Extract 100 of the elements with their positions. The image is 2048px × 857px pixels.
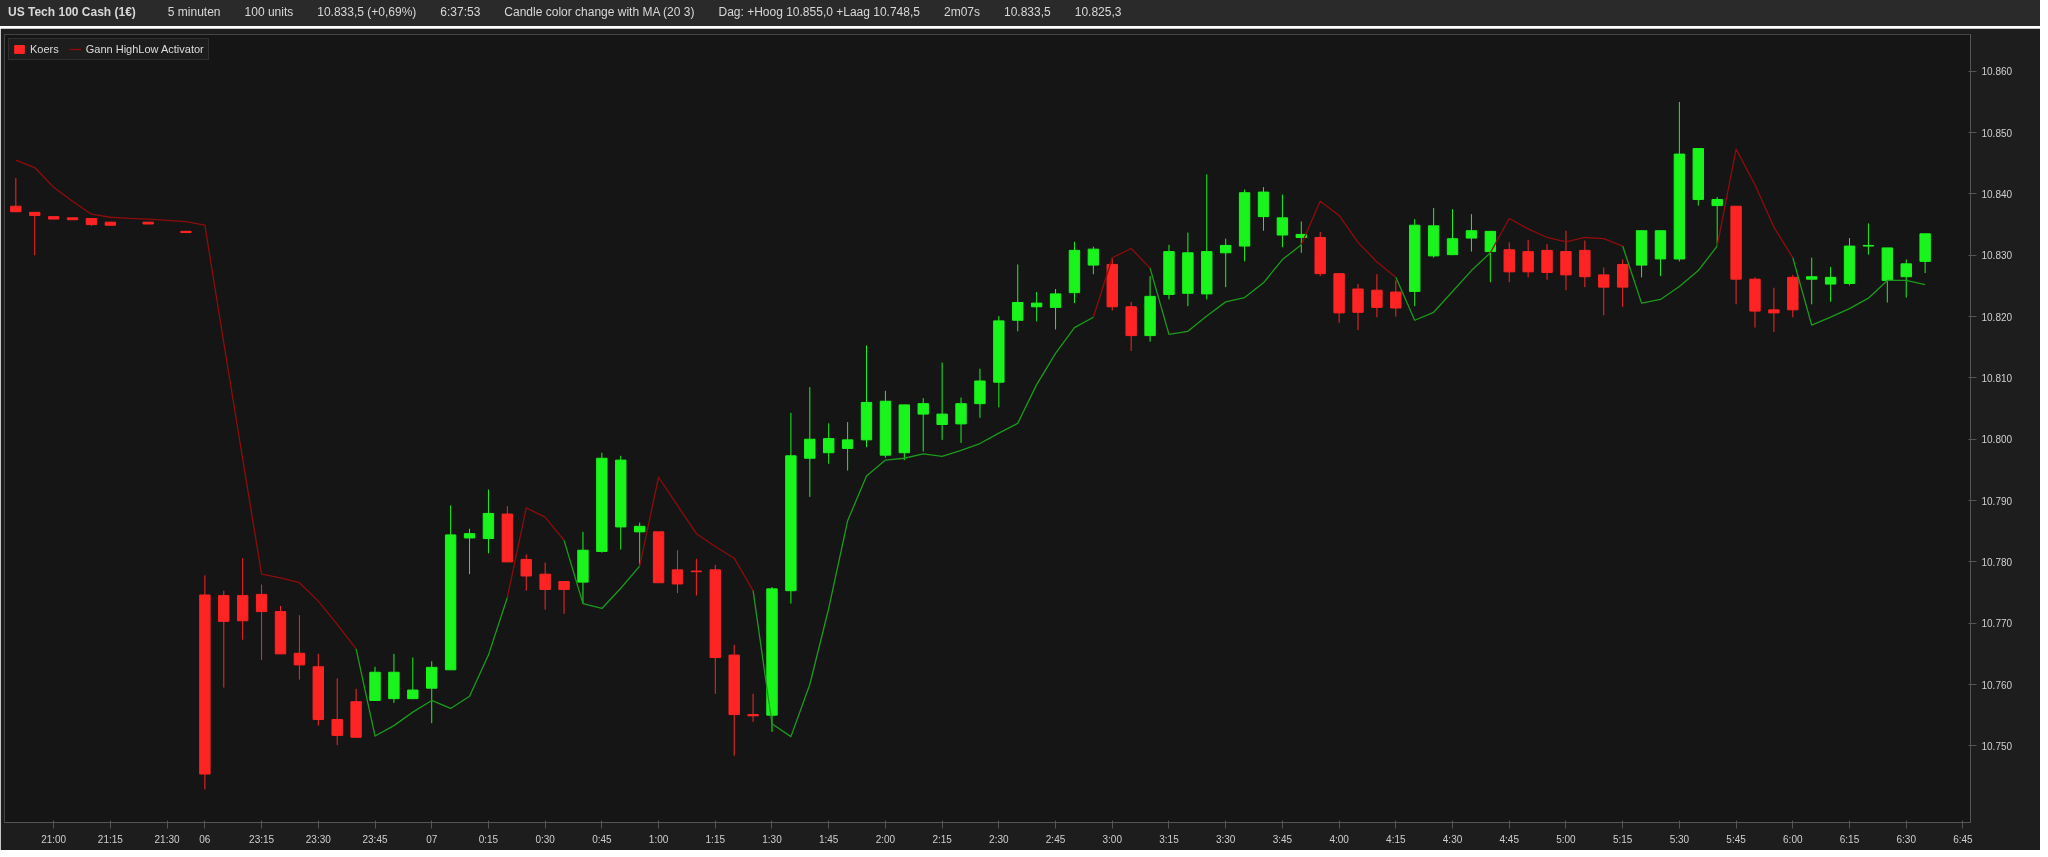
candlestick <box>1465 213 1478 253</box>
candlestick <box>1390 279 1402 318</box>
candlestick <box>1522 239 1534 278</box>
candlestick <box>255 584 268 661</box>
candlestick <box>936 362 948 441</box>
candlestick <box>955 397 967 444</box>
x-tick-label: 4:30 <box>1442 833 1463 845</box>
x-tick-label: 0:15 <box>478 833 499 845</box>
x-tick-label: 21:15 <box>97 833 124 845</box>
candlestick <box>331 677 343 746</box>
candlestick <box>426 660 438 724</box>
text: Dag: +Hoog 10.855,0 +Laag 10.748,5 <box>718 4 920 22</box>
x-tick-label: 3:00 <box>1102 833 1123 845</box>
candlestick <box>823 422 835 465</box>
candlestick <box>1012 263 1024 332</box>
candlestick <box>1806 257 1818 305</box>
candlestick <box>671 549 684 594</box>
y-tick-label: 10.840 <box>1981 188 2013 200</box>
chart-title: US Tech 100 Cash (1€) <box>8 4 136 22</box>
candlestick <box>1541 243 1553 281</box>
candlestick <box>1371 273 1383 318</box>
y-tick-label: 10.830 <box>1981 250 2013 262</box>
y-tick-label: 10.770 <box>1981 618 2013 630</box>
x-tick-label: 3:45 <box>1272 833 1293 845</box>
x-tick-label: 2:00 <box>875 833 896 845</box>
y-tick-label: 10.850 <box>1981 127 2013 139</box>
x-tick-label: 06 <box>199 833 211 845</box>
candlestick <box>463 528 476 575</box>
x-tick-label: 5:00 <box>1556 833 1577 845</box>
candlestick <box>841 421 854 472</box>
candlestick <box>690 558 703 597</box>
candlestick <box>1087 246 1100 275</box>
text: 10.825,3 <box>1074 4 1122 22</box>
x-tick-label: 23:45 <box>362 833 388 845</box>
y-tick-label: 10.820 <box>1981 311 2013 323</box>
text: 10.833,5 (+0,69%) <box>317 4 417 22</box>
x-tick-label: 21:00 <box>41 833 67 845</box>
text: 6:37:53 <box>440 4 481 22</box>
candlestick <box>804 386 816 498</box>
y-tick-label: 10.750 <box>1981 740 2013 752</box>
x-tick-label: 2:15 <box>932 833 953 845</box>
x-tick-label: 6:00 <box>1783 833 1803 845</box>
candlestick <box>1295 221 1307 254</box>
candlestick <box>29 211 41 256</box>
candlestick <box>1900 259 1912 299</box>
candlestick <box>520 554 532 592</box>
x-tick-label: 1:15 <box>705 833 726 845</box>
candlestick <box>1276 194 1289 248</box>
x-tick-label: 4:15 <box>1386 833 1406 845</box>
legend-label: Gann HighLow Activator <box>85 43 204 55</box>
candlestick <box>1503 241 1515 283</box>
x-tick-label: 1:00 <box>648 833 669 845</box>
x-tick-label: 07 <box>426 833 438 845</box>
x-tick-label: 4:45 <box>1499 833 1520 845</box>
x-tick-label: 1:30 <box>762 833 783 845</box>
x-tick-label: 23:15 <box>249 833 275 845</box>
x-tick-label: 2:45 <box>1045 833 1066 845</box>
candlestick <box>1352 283 1364 331</box>
x-tick-label: 6:30 <box>1896 833 1917 845</box>
x-tick-label: 6:45 <box>1953 833 1974 845</box>
candlestick <box>1049 288 1062 330</box>
text: 10.833,5 <box>1004 4 1051 22</box>
candlestick <box>10 177 22 213</box>
text: 100 units <box>244 4 294 22</box>
text: 5 minuten <box>167 4 221 22</box>
y-tick-label: 10.860 <box>1981 66 2013 78</box>
y-tick-label: 10.800 <box>1981 434 2013 446</box>
y-tick-label: 10.790 <box>1981 495 2013 507</box>
candlestick <box>1616 259 1629 308</box>
x-tick-label: 21:30 <box>154 833 181 845</box>
candlestick <box>539 561 551 611</box>
candlestick <box>1598 267 1610 316</box>
candlestick <box>1824 266 1837 303</box>
candlestick <box>1768 287 1780 333</box>
candlestick <box>974 368 986 419</box>
y-tick-label: 10.810 <box>1981 372 2013 384</box>
candlestick <box>1446 208 1459 256</box>
x-tick-label: 3:15 <box>1159 833 1180 845</box>
text: 2m07s <box>943 4 981 22</box>
candlestick <box>917 397 929 452</box>
x-tick-label: 1:45 <box>818 833 839 845</box>
x-tick-label: 3:30 <box>1215 833 1236 845</box>
y-tick-label: 10.780 <box>1981 556 2013 568</box>
candlestick <box>1560 230 1572 291</box>
candlestick <box>1862 222 1875 256</box>
x-tick-label: 23:30 <box>305 833 332 845</box>
candlestick <box>633 522 646 566</box>
candlestick <box>1484 230 1497 283</box>
x-tick-label: 4:00 <box>1329 833 1350 845</box>
candlestick <box>1219 238 1232 288</box>
text: Candle color change with MA (20 3) <box>504 4 695 22</box>
x-tick-label: 0:30 <box>535 833 556 845</box>
x-tick-label: 0:45 <box>592 833 613 845</box>
x-tick-label: 5:45 <box>1726 833 1747 845</box>
candlestick <box>558 581 570 615</box>
x-tick-label: 6:15 <box>1839 833 1860 845</box>
x-tick-label: 5:30 <box>1669 833 1690 845</box>
candlestick <box>293 614 306 681</box>
y-tick-label: 10.760 <box>1981 679 2013 691</box>
candlestick <box>1030 291 1043 322</box>
